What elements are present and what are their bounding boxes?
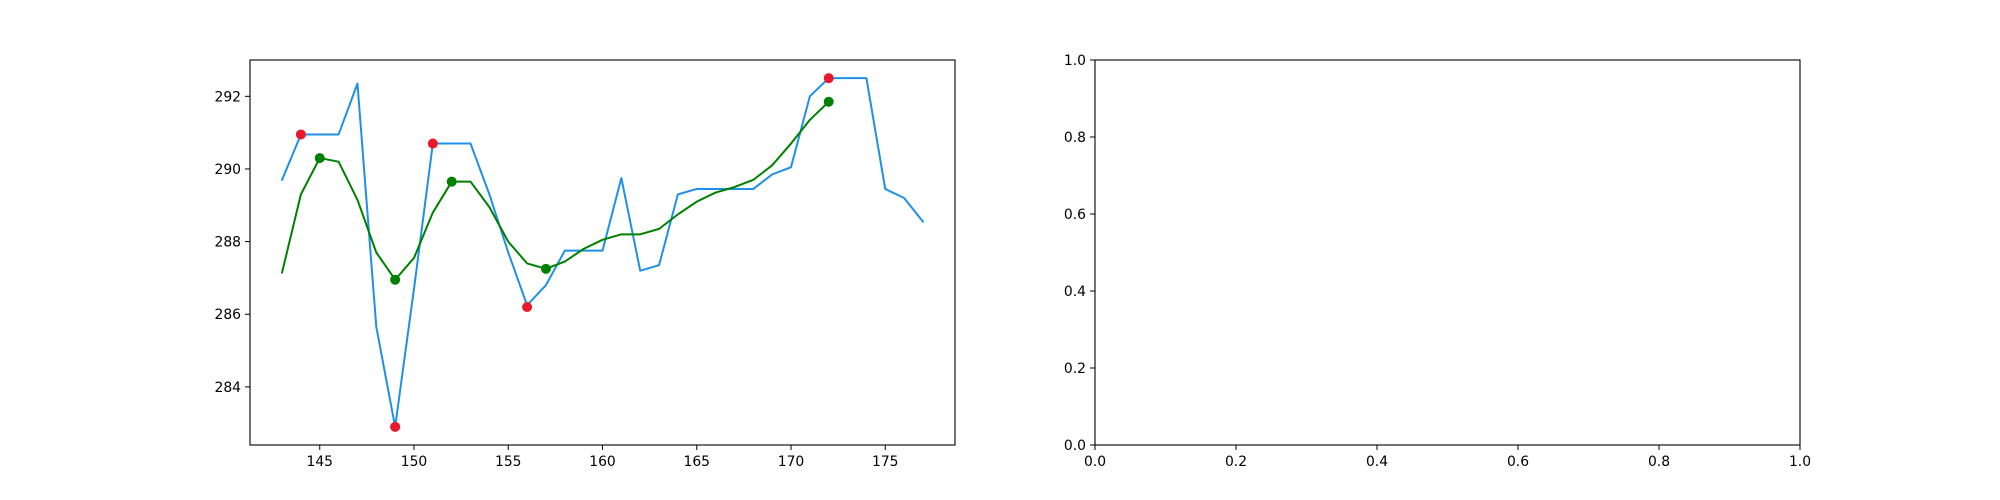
left-series-2-point-3	[522, 301, 533, 312]
left-axes: 145 150 155 160 165 170 175 284 286 288 290 292	[214, 59, 956, 470]
left-series-line-1	[280, 100, 831, 281]
left-series-3-point-3	[540, 263, 551, 274]
left-x-tick-label-6: 175	[872, 454, 899, 470]
right-x-tick-label-5: 1.0	[1789, 454, 1811, 470]
left-y-tick-label-2: 288	[214, 235, 241, 251]
right-y-tick-label-3: 0.6	[1064, 207, 1086, 223]
left-series-3-point-1	[390, 274, 401, 285]
right-x-tick-label-4: 0.8	[1648, 454, 1670, 470]
right-x-tick-label-0: 0.0	[1084, 454, 1106, 470]
left-x-tick-label-4: 165	[683, 454, 710, 470]
left-y-tick-label-4: 292	[214, 89, 241, 105]
left-x-tick-label-3: 160	[589, 454, 616, 470]
left-x-tick-label-2: 155	[495, 454, 522, 470]
left-series-2-point-4	[823, 73, 834, 84]
right-y-tick-label-2: 0.4	[1064, 284, 1086, 300]
left-y-tick-label-3: 290	[214, 162, 241, 178]
right-y-tick-label-4: 0.8	[1064, 130, 1086, 146]
left-series-2-point-0	[295, 129, 306, 140]
left-y-tick-label-0: 284	[214, 380, 241, 396]
left-series-2-point-2	[427, 138, 438, 149]
right-axes-frame	[1094, 59, 1801, 446]
right-x-tick-label-3: 0.6	[1507, 454, 1529, 470]
right-axes: 0.0 0.2 0.4 0.6 0.8 1.0 0.0 0.2 0.4 0.6 0.8 1.0	[1064, 53, 1811, 470]
left-series-3-point-2	[446, 176, 457, 187]
left-x-tick-label-0: 145	[306, 454, 333, 470]
left-y-tick-label-1: 286	[214, 307, 241, 323]
left-x-tick-label-5: 170	[778, 454, 805, 470]
right-y-tick-label-1: 0.2	[1064, 361, 1086, 377]
left-series-2-point-1	[390, 421, 401, 432]
left-series-3-point-4	[823, 96, 834, 107]
left-series-line-0	[280, 77, 925, 428]
left-x-tick-label-1: 150	[401, 454, 428, 470]
right-x-tick-label-1: 0.2	[1225, 454, 1247, 470]
right-y-tick-label-0: 0.0	[1064, 438, 1086, 454]
left-series-3-point-0	[314, 153, 325, 164]
left-axes-frame	[249, 59, 956, 446]
right-y-tick-label-5: 1.0	[1064, 53, 1086, 69]
right-x-tick-label-2: 0.4	[1366, 454, 1388, 470]
